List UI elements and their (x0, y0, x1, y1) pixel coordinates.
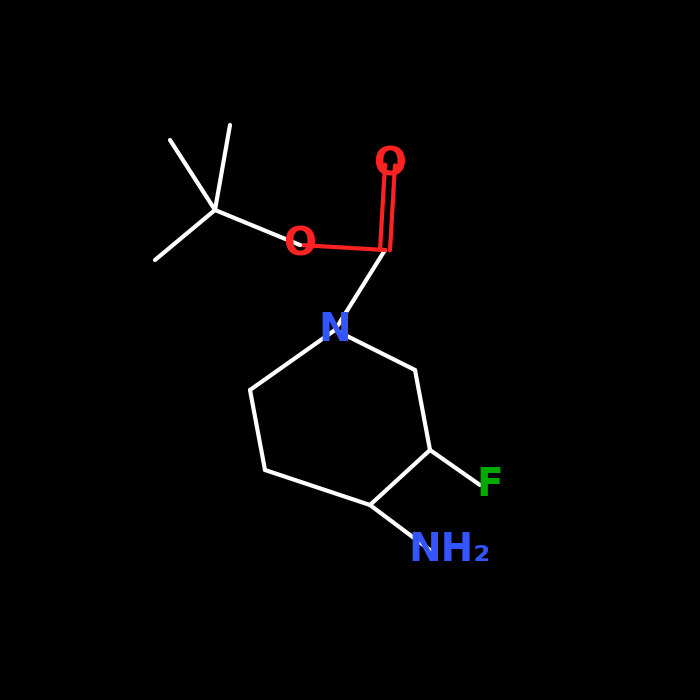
Text: N: N (318, 311, 351, 349)
Text: O: O (374, 146, 407, 184)
Text: O: O (284, 226, 316, 264)
Text: NH₂: NH₂ (409, 531, 491, 569)
Text: F: F (477, 466, 503, 504)
